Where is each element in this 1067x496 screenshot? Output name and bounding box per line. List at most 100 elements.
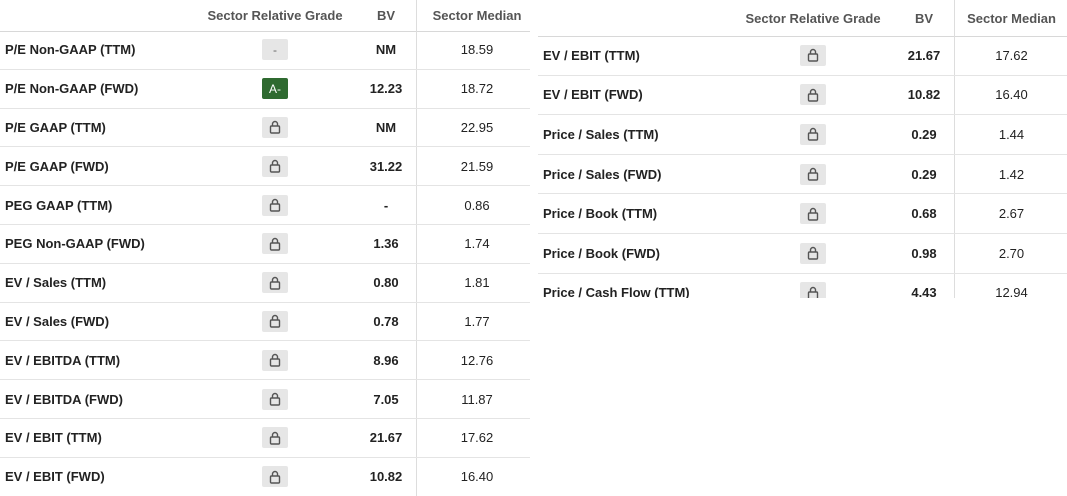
table-row: Price / Book (FWD) 0.98 2.70 xyxy=(538,234,1067,274)
bv-value: 0.29 xyxy=(911,166,937,182)
valuation-table: Sector Relative Grade BV Sector Median P/E … xyxy=(0,0,530,496)
grade-cell xyxy=(768,76,858,115)
median-value: 1.74 xyxy=(416,225,530,263)
median-value: 0.86 xyxy=(416,186,530,224)
grade-cell xyxy=(230,147,320,185)
bv-value: 7.05 xyxy=(373,391,399,407)
lock-icon xyxy=(807,167,819,181)
metric-name: P/E Non-GAAP (FWD) xyxy=(5,81,139,97)
lock-icon xyxy=(269,315,281,329)
metric-name: Price / Book (FWD) xyxy=(543,245,661,261)
bv-value: 0.68 xyxy=(911,206,937,222)
grade-cell xyxy=(230,380,320,418)
median-value: 18.72 xyxy=(416,69,530,108)
table-row: EV / EBITDA (FWD) 7.05 11.87 xyxy=(0,380,530,419)
column-header: Sector Median xyxy=(416,0,530,31)
median-value: 11.87 xyxy=(416,380,530,418)
median-value: 1.44 xyxy=(954,115,1067,154)
lock-badge xyxy=(800,203,826,225)
grade-cell xyxy=(230,186,320,224)
lock-icon xyxy=(269,276,281,290)
median-value: 17.62 xyxy=(954,36,1067,75)
median-value: 21.59 xyxy=(416,147,530,186)
table-row: P/E Non-GAAP (FWD) A- 12.23 18.72 xyxy=(0,69,530,109)
metric-name: EV / EBITDA (FWD) xyxy=(5,391,123,407)
lock-badge xyxy=(262,427,288,449)
bv-value: NM xyxy=(375,119,397,135)
bv-value: 10.82 xyxy=(369,469,403,485)
grade-cell xyxy=(230,419,320,457)
grade-cell xyxy=(768,194,858,233)
bv-value: 12.23 xyxy=(369,81,403,97)
table-row: Price / Sales (FWD) 0.29 1.42 xyxy=(538,154,1067,195)
lock-icon xyxy=(269,392,281,406)
metric-name: EV / EBIT (TTM) xyxy=(5,430,102,446)
column-header: Sector Median xyxy=(954,0,1067,36)
grade-badge: - xyxy=(262,39,288,61)
lock-badge xyxy=(262,388,288,410)
lock-badge xyxy=(262,116,288,138)
header-row: Sector Relative Grade BV Sector Median xyxy=(0,0,530,32)
table-row: EV / EBITDA (TTM) 8.96 12.76 xyxy=(0,341,530,381)
grade-cell xyxy=(768,115,858,154)
grade-cell: A- xyxy=(230,70,320,108)
metric-name: EV / EBIT (FWD) xyxy=(543,87,643,103)
metric-name: Price / Sales (TTM) xyxy=(543,126,659,142)
metric-name: EV / EBIT (TTM) xyxy=(543,47,640,63)
metric-name: EV / EBITDA (TTM) xyxy=(5,352,121,368)
lock-badge xyxy=(262,349,288,371)
metric-name: P/E Non-GAAP (TTM) xyxy=(5,42,136,58)
metric-name: P/E GAAP (FWD) xyxy=(5,158,109,174)
lock-icon xyxy=(807,286,819,298)
table-row: Price / Book (TTM) 0.68 2.67 xyxy=(538,194,1067,234)
grade-cell xyxy=(230,458,320,496)
column-header: BV xyxy=(914,10,934,26)
lock-badge xyxy=(262,233,288,255)
table-row: EV / Sales (TTM) 0.80 1.81 xyxy=(0,263,530,303)
header-row: Sector Relative Grade BV Sector Median xyxy=(538,0,1067,37)
lock-icon xyxy=(807,128,819,142)
bv-value: 0.98 xyxy=(911,245,937,261)
grade-cell xyxy=(230,225,320,263)
median-value: 16.40 xyxy=(416,457,530,496)
table-row: EV / EBIT (TTM) 21.67 17.62 xyxy=(0,419,530,458)
column-header: BV xyxy=(376,8,396,23)
grade-cell: - xyxy=(230,31,320,69)
grade-cell xyxy=(230,109,320,147)
table-row: EV / EBIT (TTM) 21.67 17.62 xyxy=(538,36,1067,76)
grade-cell xyxy=(768,155,858,194)
lock-badge xyxy=(262,194,288,216)
bv-value: - xyxy=(383,197,389,213)
lock-badge xyxy=(262,466,288,488)
lock-icon xyxy=(269,237,281,251)
metric-name: Price / Sales (FWD) xyxy=(543,166,662,182)
lock-badge xyxy=(800,163,826,185)
lock-icon xyxy=(269,431,281,445)
bv-value: NM xyxy=(375,42,397,58)
bv-value: 0.80 xyxy=(373,275,399,291)
grade-badge: A- xyxy=(262,78,288,100)
lock-badge xyxy=(800,282,826,298)
metric-name: Price / Cash Flow (TTM) xyxy=(543,285,690,298)
lock-badge xyxy=(800,123,826,145)
table-row: EV / EBIT (FWD) 10.82 16.40 xyxy=(538,75,1067,116)
median-value: 1.77 xyxy=(416,302,530,341)
lock-icon xyxy=(807,247,819,260)
lock-badge xyxy=(262,310,288,332)
lock-icon xyxy=(807,49,819,62)
valuation-table: Sector Relative Grade BV Sector Median EV /… xyxy=(538,0,1067,298)
median-value: 2.67 xyxy=(954,194,1067,233)
table-row: Price / Cash Flow (TTM) 4.43 12.94 xyxy=(538,273,1067,298)
median-value: 1.42 xyxy=(954,154,1067,194)
lock-icon xyxy=(269,121,281,135)
bv-value: 10.82 xyxy=(907,87,941,103)
bv-value: 0.29 xyxy=(911,126,937,142)
column-header: Sector Relative Grade xyxy=(207,8,343,23)
bv-value: 8.96 xyxy=(373,352,399,368)
grade-cell xyxy=(768,274,858,298)
table-row: P/E GAAP (FWD) 31.22 21.59 xyxy=(0,147,530,187)
median-value: 17.62 xyxy=(416,419,530,457)
lock-icon xyxy=(269,198,281,212)
grade-cell xyxy=(230,341,320,379)
